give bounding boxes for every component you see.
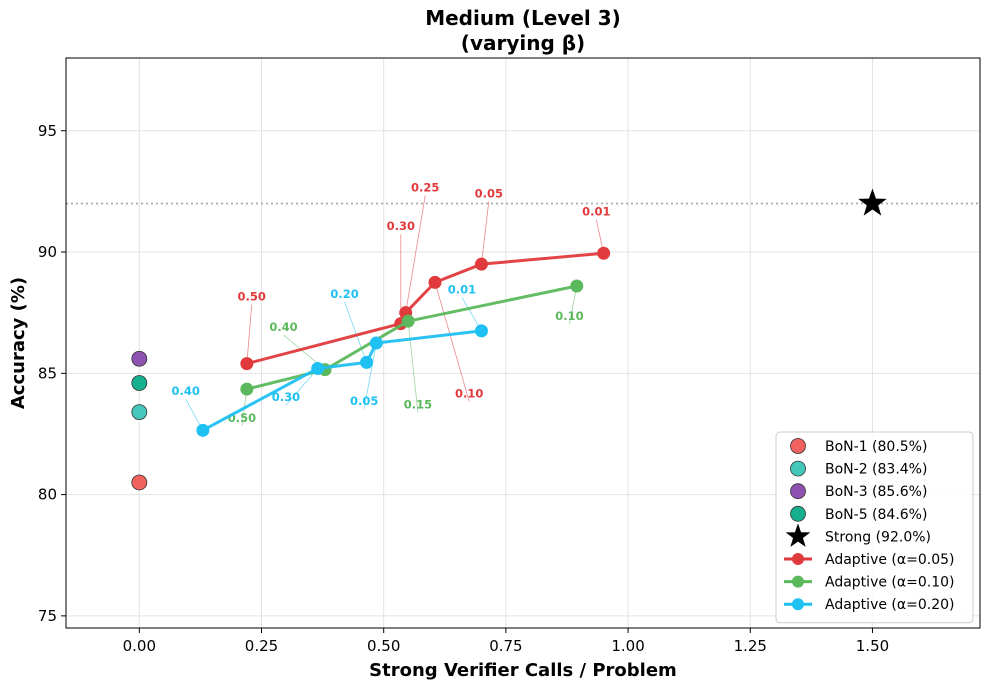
baseline-marker	[131, 350, 148, 367]
legend-label: BoN-1 (80.5%)	[825, 439, 927, 455]
chart-title-line-1: Medium (Level 3)	[425, 6, 621, 30]
beta-label: 0.50	[238, 290, 266, 304]
legend-box	[775, 431, 974, 624]
annotation-connector	[434, 282, 470, 402]
beta-label: 0.25	[411, 180, 439, 194]
legend-item: Adaptive (α=0.20)	[784, 597, 954, 613]
data-point	[428, 275, 442, 289]
data-point	[597, 246, 611, 260]
ticks: 0.00 0.25 0.50 0.75 1.00 1.25 1.50 75 80 85 90 95	[38, 122, 889, 655]
y-tick-label: 85	[38, 364, 57, 382]
legend-item: BoN-3 (85.6%)	[790, 483, 927, 500]
annotation-connector	[363, 342, 377, 409]
x-tick-label: 0.75	[489, 637, 522, 655]
data-point	[196, 423, 210, 437]
beta-label: 0.30	[387, 219, 415, 233]
legend-label: Adaptive (α=0.05)	[825, 552, 954, 568]
x-tick-label: 0.00	[123, 637, 156, 655]
baseline-marker	[131, 375, 148, 391]
x-tick-label: 0.25	[245, 637, 278, 655]
beta-label: 0.15	[404, 397, 432, 411]
beta-label: 0.40	[269, 320, 297, 334]
legend-label: BoN-5 (84.6%)	[825, 507, 927, 523]
legend-marker	[792, 598, 804, 611]
annotations: 0.500.300.250.100.050.010.500.400.150.10…	[172, 180, 611, 431]
series-line	[245, 284, 579, 391]
data-point	[369, 336, 383, 350]
baselines	[131, 188, 887, 491]
series-line	[245, 251, 606, 366]
x-tick-label: 1.25	[734, 637, 767, 655]
legend-star-marker	[785, 523, 811, 547]
data-point	[474, 324, 488, 338]
baseline-marker	[131, 474, 148, 491]
series-2	[196, 324, 488, 437]
legend-label: Adaptive (α=0.10)	[825, 575, 954, 591]
legend-item: BoN-5 (84.6%)	[790, 505, 927, 523]
data-point	[311, 361, 325, 375]
legend-marker	[790, 483, 806, 500]
legend-item: BoN-1 (80.5%)	[790, 438, 927, 455]
beta-label: 0.20	[330, 287, 358, 301]
annotation-connector	[405, 195, 426, 313]
legend-label: BoN-2 (83.4%)	[825, 462, 927, 478]
legend-label: Strong (92.0%)	[825, 529, 931, 545]
annotation-connector	[407, 321, 419, 413]
legend-marker	[792, 553, 804, 565]
legend-marker	[790, 505, 806, 522]
data-point	[401, 314, 415, 328]
beta-label: 0.05	[350, 394, 378, 408]
annotation-connector	[285, 368, 319, 406]
data-point	[240, 357, 254, 371]
legend-item: Strong (92.0%)	[785, 523, 931, 547]
legend-label: Adaptive (α=0.20)	[825, 597, 954, 613]
legend-marker	[792, 575, 804, 588]
x-tick-label: 1.50	[856, 637, 889, 655]
series-0	[240, 246, 611, 371]
strong-star-marker	[858, 188, 887, 216]
legend-item: Adaptive (α=0.05)	[784, 552, 954, 568]
data-point	[474, 257, 488, 271]
y-tick-label: 75	[38, 607, 57, 625]
legend-marker	[790, 460, 806, 477]
y-tick-label: 80	[38, 486, 57, 504]
x-tick-label: 0.50	[367, 637, 400, 655]
beta-label: 0.10	[455, 387, 483, 401]
legend-item: BoN-2 (83.4%)	[790, 460, 927, 478]
legend-label: BoN-3 (85.6%)	[825, 484, 927, 500]
legend-marker	[790, 438, 806, 454]
baseline-marker	[131, 404, 148, 421]
data-point	[570, 279, 584, 293]
data-point	[360, 355, 374, 369]
data-point	[240, 382, 254, 396]
annotation-connector	[246, 304, 253, 364]
x-tick-label: 1.00	[611, 637, 644, 655]
beta-label: 0.10	[555, 309, 583, 323]
plot-frame	[65, 57, 981, 629]
y-tick-label: 90	[38, 243, 57, 261]
legend-item: Adaptive (α=0.10)	[784, 575, 954, 591]
beta-label: 0.30	[272, 390, 300, 404]
chart-title-line-2: (varying β)	[461, 31, 585, 55]
annotation-connector	[344, 301, 367, 363]
beta-label: 0.01	[582, 205, 610, 219]
x-axis-label: Strong Verifier Calls / Problem	[369, 660, 677, 681]
beta-label: 0.40	[172, 384, 200, 398]
plot-area: 0.00 0.25 0.50 0.75 1.00 1.25 1.5075808590950.…	[38, 57, 981, 655]
legend: BoN-1 (80.5%) BoN-2 (83.4%) BoN-3 (85.6%) B…	[775, 431, 974, 624]
beta-label: 0.05	[475, 186, 503, 200]
annotation-connector	[481, 201, 490, 265]
y-tick-label: 95	[38, 122, 57, 140]
beta-label: 0.01	[448, 282, 476, 296]
y-axis-label: Accuracy (%)	[8, 277, 29, 409]
